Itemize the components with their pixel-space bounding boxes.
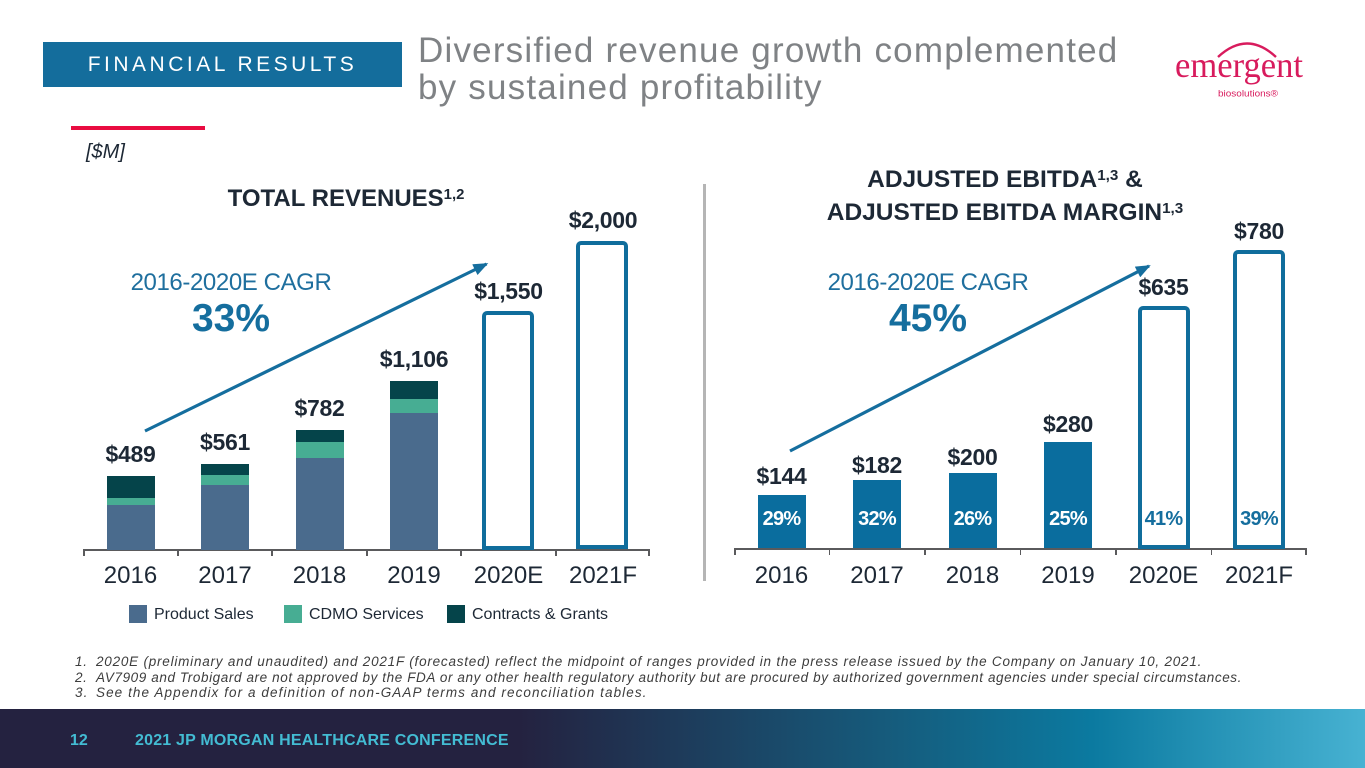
svg-text:biosolutions®: biosolutions® (1218, 89, 1278, 100)
svg-text:emergent: emergent (1175, 45, 1303, 85)
